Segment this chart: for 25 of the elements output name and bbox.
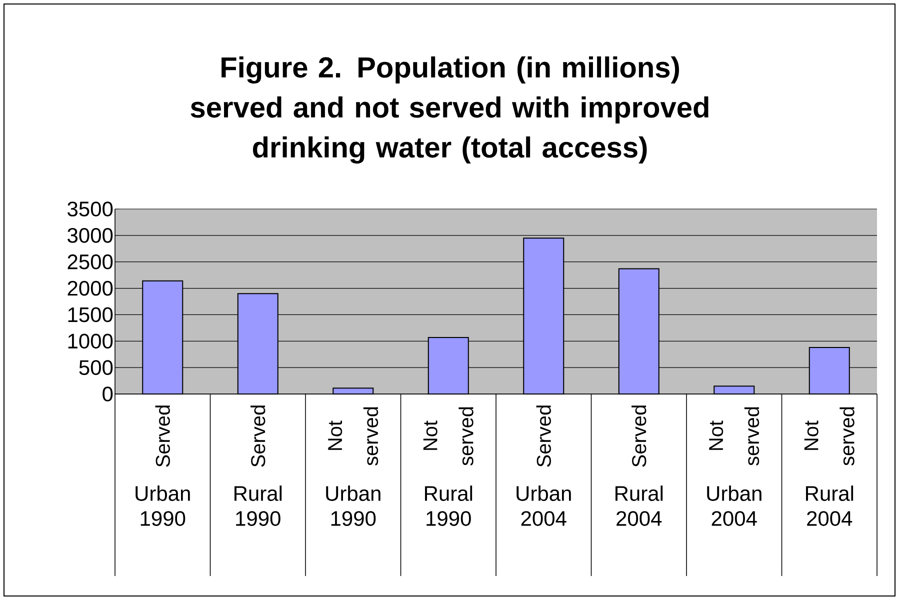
x-tick-label: Rural 2004 [616, 486, 663, 526]
x-tick-label: Urban 2004 [707, 486, 762, 526]
text: Served [250, 406, 266, 467]
text: Not served [328, 407, 378, 466]
text: Served [632, 406, 646, 467]
y-tick-label: 3000 [68, 228, 113, 243]
x-tick-label: Rural 1990 [234, 486, 282, 526]
chart-title: Figure 2. Population (in millions) served and not served with improved drinking water (total access) [190, 56, 708, 164]
y-tick-label: 1500 [68, 307, 113, 322]
x-tick-label: Rural 2004 [806, 486, 854, 526]
text: Not served [423, 407, 474, 466]
x-tick-label: Rural 1990 [425, 486, 472, 526]
text: Served [155, 406, 170, 467]
x-tick-label: Urban 2004 [516, 486, 571, 526]
x-tick-label: Urban 1990 [136, 486, 190, 526]
text: Not served [804, 407, 854, 466]
x-tick-label: Urban 1990 [326, 486, 380, 526]
y-tick-label: 0 [102, 386, 113, 402]
text: Served [536, 406, 551, 467]
y-tick-label: 500 [79, 360, 113, 376]
y-tick-label: 3500 [68, 202, 113, 216]
y-tick-label: 2500 [68, 254, 113, 270]
y-tick-label: 1000 [68, 334, 113, 349]
y-tick-label: 2000 [68, 280, 113, 296]
text: Not served [709, 407, 760, 466]
